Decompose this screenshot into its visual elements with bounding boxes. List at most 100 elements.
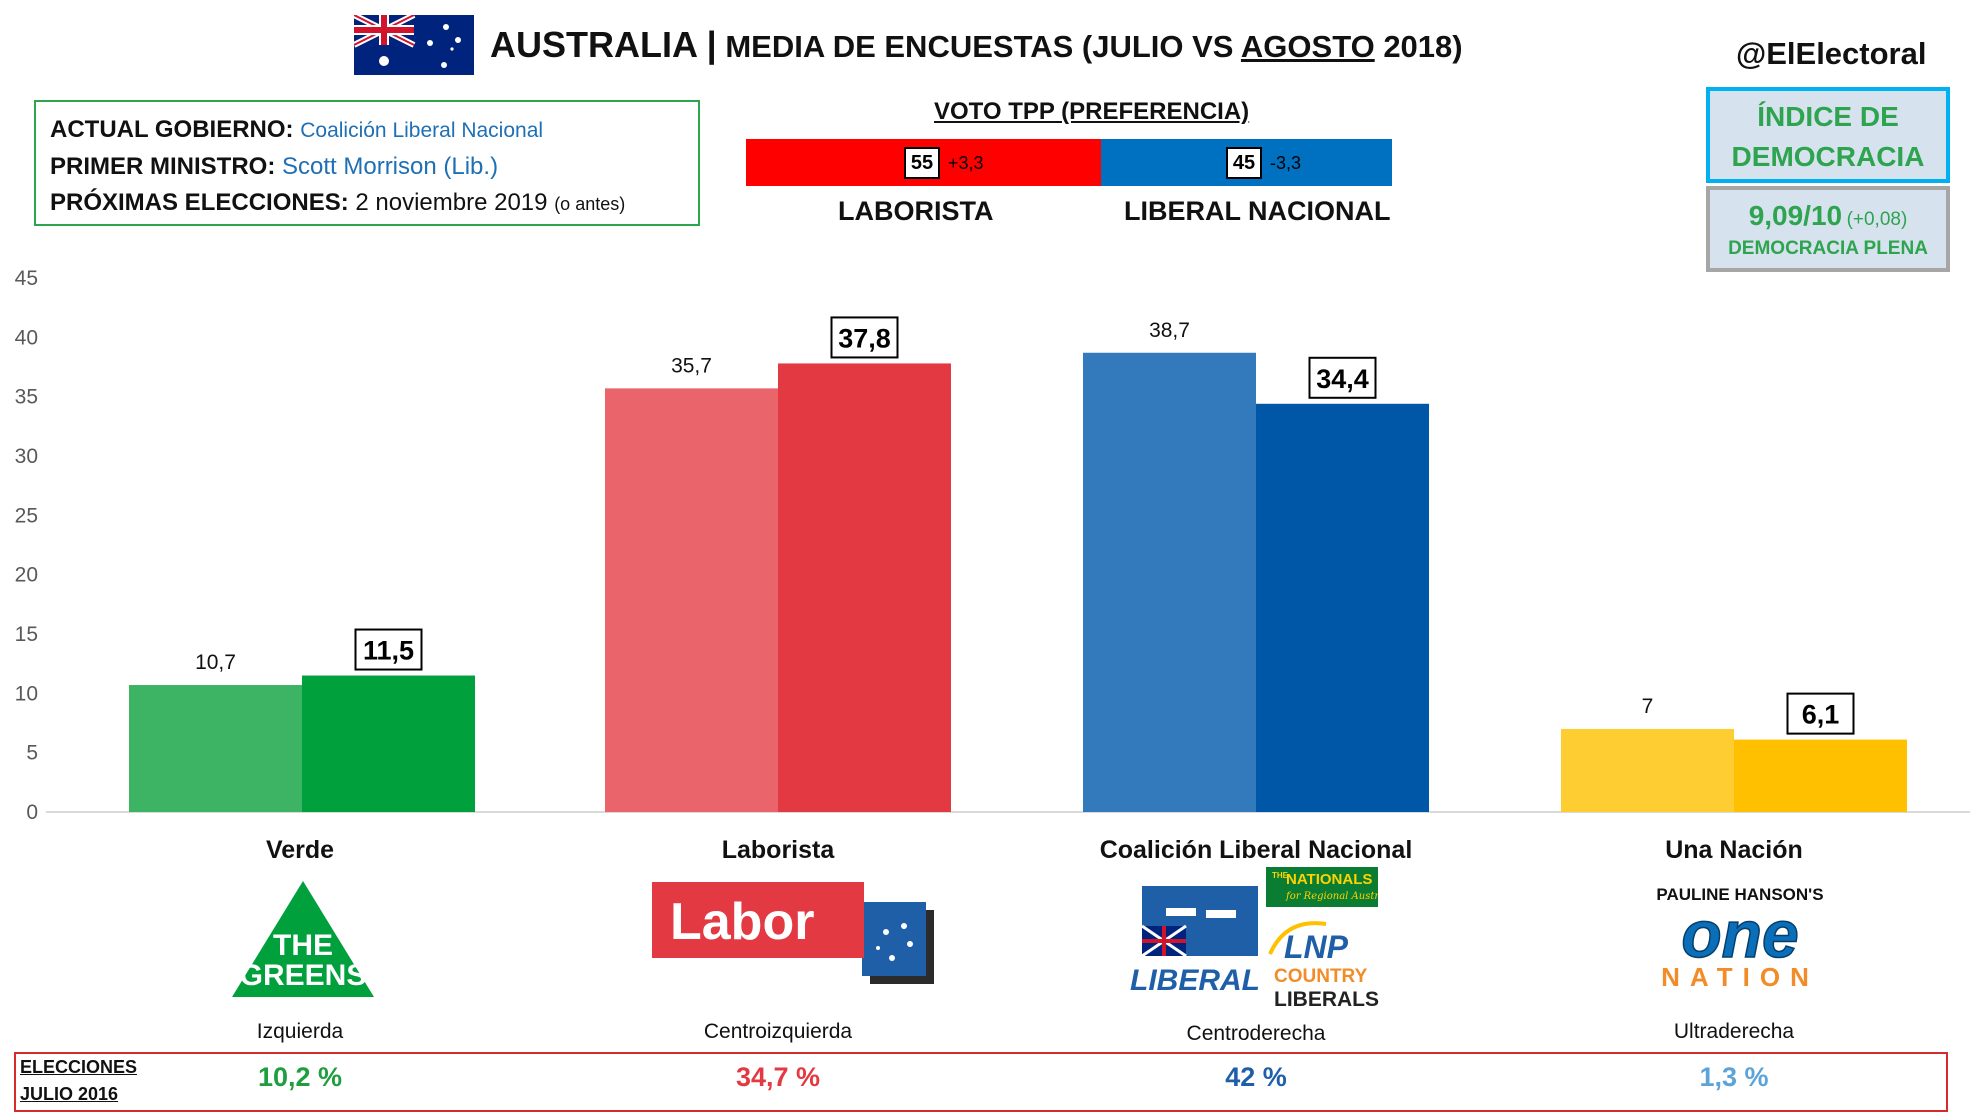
y-tick-label: 25 (15, 504, 38, 527)
y-tick-label: 35 (15, 386, 38, 409)
data-label-box-agosto (830, 316, 899, 359)
elections-label-line1: ELECCIONES (20, 1057, 138, 1077)
author-handle: @ElElectoral (1736, 36, 1927, 71)
lnp-logo: LNP (1268, 921, 1349, 965)
election-result-coalicion: 42 % (1225, 1062, 1287, 1092)
data-label-julio: 35,7 (671, 354, 712, 377)
tpp-title: VOTO TPP (PREFERENCIA) (934, 98, 1250, 125)
data-label-agosto: 37,8 (838, 323, 891, 353)
page-title: AUSTRALIA | MEDIA DE ENCUESTAS (JULIO VS… (490, 24, 1463, 66)
bar-julio (1083, 352, 1256, 812)
y-tick-label: 40 (15, 326, 38, 349)
pm-row: PRIMER MINISTRO: Scott Morrison (Lib.) (50, 149, 684, 185)
title-paren-open: (JULIO VS (1073, 29, 1241, 64)
democracy-index-box: ÍNDICE DE DEMOCRACIA (1706, 87, 1950, 183)
labor-logo: Labor (652, 882, 934, 984)
one-nation-top-text: PAULINE HANSON'S (1656, 885, 1823, 904)
data-label-julio: 7 (1642, 695, 1654, 718)
bar-agosto (302, 675, 475, 812)
democracy-score-box: 9,09/10 (+0,08) DEMOCRACIA PLENA (1706, 186, 1950, 272)
greens-logo-line2: GREENS (240, 959, 367, 992)
tpp-coalition-value: 45 (1226, 147, 1262, 179)
category-name-coalicion: Coalición Liberal Nacional (1099, 836, 1413, 864)
democracy-score: 9,09/10 (1748, 200, 1843, 231)
election-label: PRÓXIMAS ELECCIONES: (50, 189, 349, 216)
y-tick-label: 45 (15, 267, 38, 290)
election-result-verde: 10,2 % (257, 1062, 343, 1092)
gov-label: ACTUAL GOBIERNO: (50, 116, 294, 143)
bar-agosto (778, 363, 951, 812)
tpp-labor-label: LABORISTA (838, 196, 994, 226)
one-nation-logo: PAULINE HANSON'S one NATION (1656, 885, 1823, 992)
country-liberals-logo: COUNTRY LIBERALS (1274, 966, 1379, 1011)
one-nation-bottom-text: NATION (1661, 962, 1819, 992)
category-name-verde: Verde (265, 836, 335, 864)
ideology-una-nacion: Ultraderecha (1673, 1020, 1795, 1043)
tpp-coalition-delta: -3,3 (1270, 153, 1302, 173)
election-note: (o antes) (554, 194, 626, 214)
nationals-logo-prefix: THE (1272, 871, 1289, 880)
data-label-agosto: 6,1 (1802, 700, 1840, 730)
ideology-verde: Izquierda (256, 1020, 344, 1043)
liberal-logo-text: LIBERAL (1130, 964, 1260, 997)
election-value: 2 noviembre 2019 (355, 189, 548, 216)
bar-julio (1561, 728, 1734, 812)
category-name-una-nacion: Una Nación (1665, 836, 1803, 864)
data-label-box-agosto (1308, 356, 1377, 399)
tpp-labor-value: 55 (904, 147, 940, 179)
nationals-logo-tagline: for Regional Australia (1285, 891, 1378, 902)
pm-label: PRIMER MINISTRO: (50, 153, 276, 180)
bar-julio (129, 685, 302, 812)
tpp-coalition-label: LIBERAL NACIONAL (1124, 196, 1391, 226)
democracy-delta: (+0,08) (1846, 209, 1908, 230)
country-liberals-line2: LIBERALS (1274, 988, 1379, 1011)
ideology-laborista: Centroizquierda (703, 1020, 853, 1043)
data-label-julio: 38,7 (1149, 319, 1190, 342)
title-paren-close: 2018) (1374, 29, 1463, 64)
democracy-index-title-1: ÍNDICE DE (1757, 101, 1899, 132)
bar-agosto (1256, 403, 1429, 812)
y-tick-label: 15 (15, 623, 38, 646)
australia-flag-icon (354, 15, 474, 75)
data-label-agosto: 11,5 (363, 636, 414, 666)
elections-label-line2: JULIO 2016 (20, 1084, 119, 1104)
tpp-labor-delta: +3,3 (948, 153, 984, 173)
category-name-laborista: Laborista (721, 836, 835, 864)
labor-logo-text: Labor (670, 893, 814, 951)
bar-julio (605, 388, 778, 812)
greens-logo: THE GREENS (232, 881, 374, 997)
election-result-laborista: 34,7 % (735, 1062, 821, 1092)
title-sub: MEDIA DE ENCUESTAS (716, 29, 1074, 64)
democracy-index-title-2: DEMOCRACIA (1731, 141, 1925, 172)
y-tick-label: 0 (26, 801, 38, 820)
data-label-agosto: 34,4 (1316, 364, 1369, 394)
y-tick-label: 20 (15, 564, 38, 587)
pm-value: Scott Morrison (Lib.) (282, 153, 499, 180)
title-underlined: AGOSTO (1240, 29, 1375, 64)
y-tick-label: 10 (15, 682, 38, 705)
title-main: AUSTRALIA | (490, 24, 717, 65)
elections-2016-box (14, 1052, 1948, 1112)
data-label-box-agosto (354, 628, 423, 671)
nationals-logo-text: NATIONALS (1286, 871, 1372, 888)
y-tick-label: 30 (15, 445, 38, 468)
democracy-category: DEMOCRACIA PLENA (1728, 238, 1928, 259)
gov-row: ACTUAL GOBIERNO: Coalición Liberal Nacio… (50, 112, 684, 149)
ideology-coalicion: Centroderecha (1186, 1022, 1326, 1045)
one-nation-mid-text: one (1681, 897, 1798, 971)
country-liberals-line1: COUNTRY (1274, 966, 1368, 987)
bar-agosto (1734, 739, 1907, 812)
election-row: PRÓXIMAS ELECCIONES: 2 noviembre 2019 (o… (50, 185, 684, 222)
nationals-logo: THE NATIONALS for Regional Australia (1266, 867, 1378, 907)
government-info-box: ACTUAL GOBIERNO: Coalición Liberal Nacio… (34, 100, 700, 226)
elections-2016-label: ELECCIONES JULIO 2016 (20, 1054, 137, 1108)
greens-logo-line1: THE (273, 929, 333, 962)
y-tick-label: 5 (26, 742, 38, 765)
data-label-box-agosto (1786, 692, 1855, 735)
liberal-logo: LIBERAL (1130, 886, 1260, 997)
lnp-logo-text: LNP (1284, 929, 1349, 965)
poll-bar-chart: 0 5 10 15 20 25 30 35 40 45 10,7 11,5 35,7 37,8 38,7 34… (15, 267, 1970, 820)
data-label-julio: 10,7 (195, 651, 236, 674)
gov-value: Coalición Liberal Nacional (300, 119, 544, 142)
election-result-una-nacion: 1,3 % (1699, 1062, 1769, 1092)
